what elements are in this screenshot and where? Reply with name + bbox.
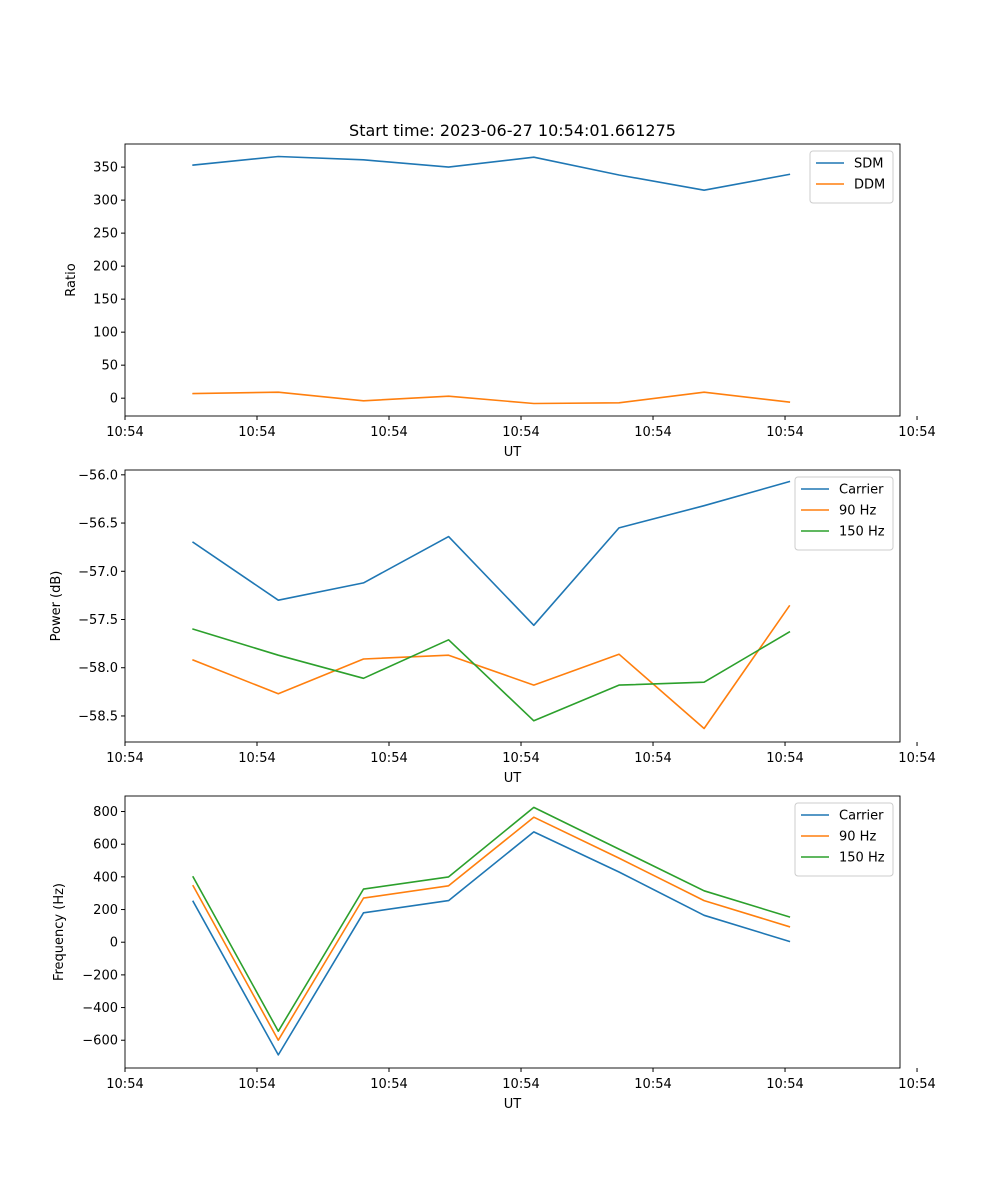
legend-label: DDM	[854, 178, 885, 193]
x-tick-label: 10:54	[238, 751, 275, 766]
x-axis-label: UT	[504, 445, 522, 460]
x-tick-label: 10:54	[634, 1077, 671, 1092]
y-axis-label: Ratio	[64, 263, 79, 296]
legend: Carrier 90 Hz 150 Hz	[794, 802, 894, 877]
series-line-150-hz	[192, 628, 791, 722]
x-tick-label: 10:54	[502, 751, 539, 766]
y-tick-label: 150	[93, 293, 118, 308]
y-tick-label: −200	[82, 968, 118, 983]
legend-label: 90 Hz	[839, 504, 876, 519]
x-tick-label: 10:54	[766, 751, 803, 766]
legend: Carrier 90 Hz 150 Hz	[794, 476, 894, 551]
y-tick-label: 350	[93, 161, 118, 176]
axes-frame	[124, 143, 901, 417]
x-tick-label: 10:54	[898, 1077, 935, 1092]
y-tick-label: 400	[93, 870, 118, 885]
x-tick-label: 10:54	[106, 1077, 143, 1092]
figure-title: Start time: 2023-06-27 10:54:01.661275	[349, 121, 676, 140]
series-line-150-hz	[192, 806, 791, 1032]
x-tick-label: 10:54	[238, 1077, 275, 1092]
y-axis-label: Power (dB)	[49, 571, 64, 642]
y-tick-label: 300	[93, 194, 118, 209]
y-tick-label: 50	[101, 359, 118, 374]
x-tick-label: 10:54	[370, 1077, 407, 1092]
y-tick-label: 800	[93, 805, 118, 820]
legend-label: 150 Hz	[839, 851, 885, 866]
x-tick-label: 10:54	[502, 425, 539, 440]
y-tick-label: −400	[82, 1001, 118, 1016]
series-line-90-hz	[192, 816, 791, 1041]
y-tick-label: 600	[93, 838, 118, 853]
series-line-carrier	[192, 831, 791, 1056]
x-tick-label: 10:54	[634, 751, 671, 766]
series-line-sdm	[192, 155, 791, 191]
legend-label: SDM	[854, 157, 883, 172]
y-tick-label: 250	[93, 227, 118, 242]
y-tick-label: −600	[82, 1034, 118, 1049]
legend-label: Carrier	[839, 809, 884, 824]
x-axis-label: UT	[504, 771, 522, 786]
x-tick-label: 10:54	[898, 425, 935, 440]
y-tick-label: 200	[93, 903, 118, 918]
legend-frame	[809, 150, 894, 204]
y-tick-label: −57.5	[78, 613, 118, 628]
legend: SDM DDM	[809, 150, 894, 204]
legend-label: 90 Hz	[839, 830, 876, 845]
y-tick-label: 100	[93, 326, 118, 341]
subplots: 0 50 100 150 200 250 300 350 10:54 10:54 10:54 10:5…	[49, 143, 936, 1112]
series-line-90-hz	[192, 604, 791, 730]
x-tick-label: 10:54	[898, 751, 935, 766]
x-tick-label: 10:54	[766, 1077, 803, 1092]
axes-frame	[124, 469, 901, 743]
x-tick-label: 10:54	[106, 425, 143, 440]
subplot-1: 0 50 100 150 200 250 300 350 10:54 10:54 10:54 10:5…	[64, 143, 936, 460]
x-tick-label: 10:54	[106, 751, 143, 766]
y-axis-label: Frequency (Hz)	[52, 883, 67, 981]
x-tick-label: 10:54	[238, 425, 275, 440]
x-axis-label: UT	[504, 1097, 522, 1112]
series-line-carrier	[191, 480, 791, 627]
y-tick-label: −58.5	[78, 709, 118, 724]
legend-label: 150 Hz	[839, 525, 885, 540]
y-tick-label: 0	[110, 936, 118, 951]
y-tick-label: −57.0	[78, 565, 118, 580]
legend-label: Carrier	[839, 483, 884, 498]
y-tick-label: −58.0	[78, 661, 118, 676]
x-tick-label: 10:54	[370, 425, 407, 440]
subplot-3: −600 −400 −200 0 200 400 600 800 10:54 10:54 10:54…	[52, 795, 936, 1112]
x-tick-label: 10:54	[766, 425, 803, 440]
subplot-2: −58.5 −58.0 −57.5 −57.0 −56.5 −56.0 10:54 10:54…	[49, 468, 936, 786]
y-tick-label: 200	[93, 260, 118, 275]
x-tick-label: 10:54	[502, 1077, 539, 1092]
axes-frame	[124, 795, 901, 1069]
y-tick-label: −56.0	[78, 468, 118, 483]
x-tick-label: 10:54	[634, 425, 671, 440]
y-tick-label: −56.5	[78, 517, 118, 532]
series-line-ddm	[192, 391, 791, 405]
y-tick-label: 0	[110, 392, 118, 407]
x-tick-label: 10:54	[370, 751, 407, 766]
